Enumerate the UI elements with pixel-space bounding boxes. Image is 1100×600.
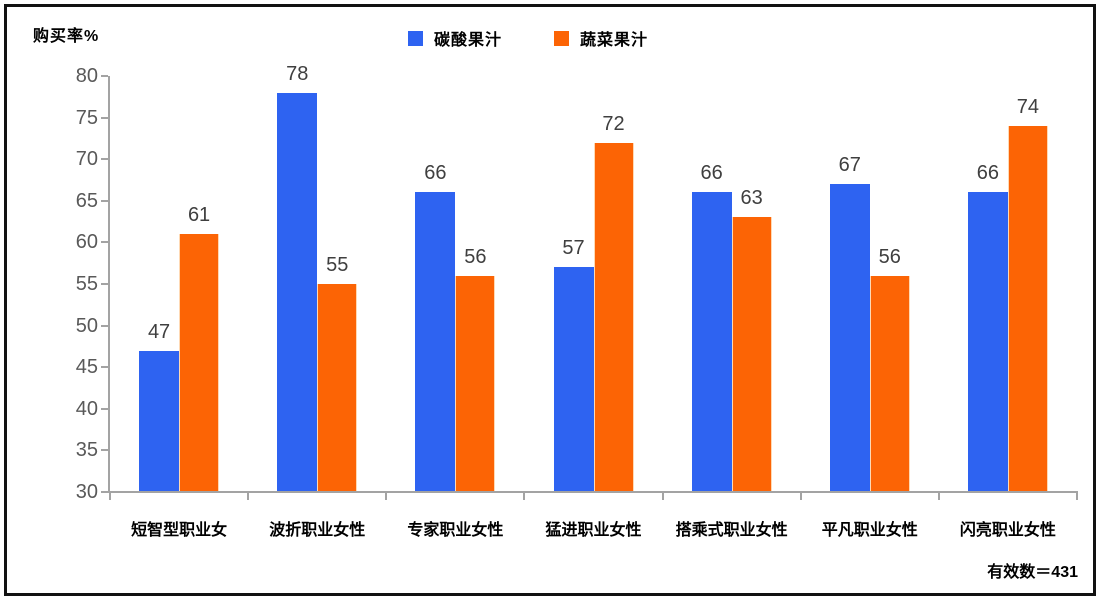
y-tick [101,366,108,369]
bar-value-label: 74 [1016,95,1040,118]
x-tick [937,491,940,500]
bar [593,142,634,491]
legend-label: 蔬菜果汁 [580,32,649,49]
y-tick [101,449,108,452]
y-tick [101,324,108,327]
y-tick-label: 65 [75,189,98,212]
bar [553,267,594,491]
legend-label: 碳酸果汁 [434,32,503,49]
category-label: 专家职业女性 [407,522,504,539]
bar-value-label: 56 [878,245,901,268]
bar [317,284,358,491]
y-tick-label: 30 [75,481,98,503]
bar [139,350,180,491]
category-label: 平凡职业女性 [821,522,918,539]
bar [691,192,732,491]
y-axis-title: 购买率% [33,28,100,45]
y-tick [101,241,108,244]
bar-value-label: 66 [976,162,1000,185]
y-tick-label: 75 [75,106,98,129]
category-label: 波折职业女性 [269,522,366,539]
bar-value-label: 63 [740,187,763,210]
bar-value-label: 66 [700,162,723,185]
bar-value-label: 55 [326,254,349,276]
x-tick [247,491,250,500]
bar-value-label: 72 [602,112,625,135]
y-tick [101,75,108,77]
y-tick [101,116,108,119]
bar [1007,125,1048,491]
bar-value-label: 67 [838,154,861,177]
x-tick [661,491,664,500]
legend-swatch-blue [408,30,423,46]
legend-item-vegetable-juice: 蔬菜果汁 [554,26,648,50]
y-tick [101,283,108,285]
x-tick [523,491,526,500]
bar-value-label: 47 [147,320,171,343]
y-tick-label: 55 [75,273,98,295]
bar [455,275,496,491]
bar-value-label: 56 [464,245,487,268]
valid-count-note: 有效数＝431 [987,564,1078,581]
y-tick [101,491,108,493]
y-tick-label: 80 [75,65,98,87]
y-tick-label: 45 [75,356,98,379]
legend-swatch-orange [554,30,570,46]
bar [179,234,220,491]
bar [415,192,456,491]
bar-value-label: 66 [424,162,447,185]
x-tick [799,491,802,500]
bar [967,192,1008,491]
category-label: 猛进职业女性 [545,522,642,539]
y-tick [101,407,108,410]
bar [731,217,772,491]
bar [869,275,910,491]
x-tick [385,491,388,500]
category-label: 闪亮职业女性 [959,522,1056,539]
y-tick-label: 70 [75,148,98,171]
y-tick [101,199,108,202]
x-tick [109,491,111,500]
y-tick-label: 50 [75,314,98,337]
bar-value-label: 78 [286,62,309,85]
category-label: 短智型职业女 [131,522,228,539]
bar-value-label: 61 [187,204,211,227]
x-axis-line [108,491,1077,493]
y-axis-line [108,76,110,492]
y-tick-label: 35 [75,439,98,462]
bar [277,92,318,491]
y-tick [101,158,108,161]
legend-item-carbonated-juice: 碳酸果汁 [408,26,502,50]
bar-value-label: 57 [562,237,585,260]
legend: 碳酸果汁 蔬菜果汁 [408,26,648,50]
y-tick-label: 60 [75,231,98,254]
category-label: 搭乘式职业女性 [675,522,788,539]
x-tick [1076,491,1078,500]
y-tick-label: 40 [75,397,98,420]
bar [829,184,870,491]
